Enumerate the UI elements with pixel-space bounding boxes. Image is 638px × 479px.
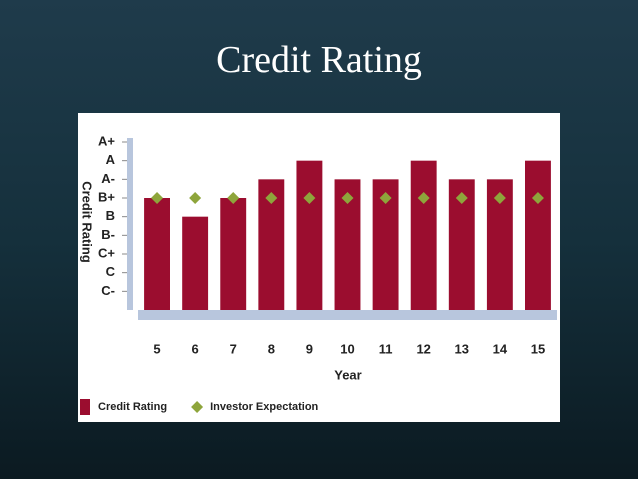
y-tick-label: A- (101, 171, 115, 186)
x-axis-strip (138, 310, 557, 320)
marker (189, 192, 202, 204)
y-tick-label: C+ (98, 245, 115, 260)
x-tick-label: 11 (379, 341, 393, 356)
marker (227, 192, 240, 204)
legend-label: Credit Rating (98, 401, 167, 413)
legend-label: Investor Expectation (210, 401, 318, 413)
y-axis-strip (127, 138, 133, 310)
y-tick-label: A+ (98, 133, 115, 148)
x-tick-label: 15 (531, 341, 545, 356)
marker (303, 192, 316, 204)
bar (182, 216, 209, 310)
marker (417, 192, 430, 204)
marker (265, 192, 278, 204)
x-tick-label: 13 (455, 341, 469, 356)
x-tick-label: 12 (416, 341, 430, 356)
marker (531, 192, 544, 204)
bar (220, 198, 247, 310)
y-tick-label: B+ (98, 189, 115, 204)
x-tick-label: 9 (306, 341, 313, 356)
y-tick-label: B- (101, 227, 115, 242)
marker (455, 192, 468, 204)
marker (379, 192, 392, 204)
y-tick-label: B (106, 208, 115, 223)
slide-title: Credit Rating (216, 39, 422, 81)
x-tick-label: 5 (153, 341, 160, 356)
bar (296, 160, 323, 310)
y-axis-label: Credit Rating (80, 181, 95, 263)
x-tick-label: 8 (268, 341, 275, 356)
x-tick-label: 14 (493, 341, 508, 356)
marker (151, 192, 164, 204)
x-tick-label: 10 (340, 341, 354, 356)
marker (493, 192, 506, 204)
legend-swatch (191, 401, 204, 413)
x-axis-label: Year (334, 367, 361, 382)
y-tick-label: A (106, 152, 116, 167)
y-tick-label: C (106, 264, 116, 279)
bar (525, 160, 551, 310)
x-tick-label: 6 (192, 341, 199, 356)
legend-swatch (80, 399, 90, 415)
y-tick-label: C- (101, 283, 115, 298)
marker (341, 192, 354, 204)
bar (144, 198, 170, 310)
x-tick-label: 7 (230, 341, 237, 356)
bar (410, 160, 437, 310)
